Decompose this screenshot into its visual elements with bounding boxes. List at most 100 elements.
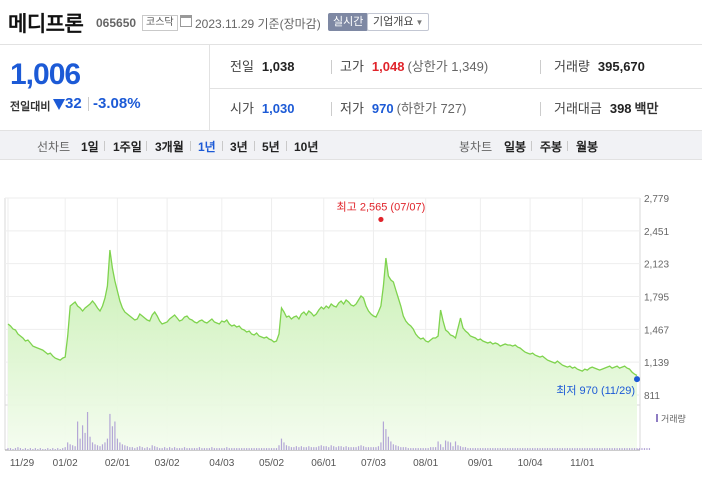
volume-bar [489,448,491,450]
price-area-fill [8,250,637,450]
volume-bar [330,445,332,450]
volume-bar [223,448,225,450]
volume-bar [268,448,270,450]
down-triangle-icon [53,99,65,110]
volume-bar [318,446,320,450]
volume-bar [121,444,123,450]
as-of-date: 2023.11.29 기준(장마감) [195,17,321,31]
volume-bar [19,448,22,450]
volume-bar [352,447,355,450]
volume-bar [89,436,91,450]
volume-bar [315,447,317,450]
volume-bar [67,442,69,450]
realtime-button[interactable]: 실시간 [328,13,369,31]
volume-bar [32,449,34,450]
volume-bar [104,442,106,450]
volume-bar [270,448,273,450]
volume-bar [343,447,345,450]
volume-bar [81,425,84,450]
volume-bar [616,448,618,450]
volume-bar [507,448,509,450]
volume-bar [636,448,638,450]
volume-bar [464,447,467,450]
volume-bar [283,442,285,450]
volume-bar [154,446,156,450]
low-value: 970 [371,101,394,116]
volume-bar [42,449,44,450]
volume-bar [382,421,385,450]
y-tick-label: 2,451 [644,227,669,238]
candle-monthly[interactable]: 월봉 [576,140,599,154]
candle-chart-title: 봉차트 [459,140,493,154]
markers: 최고 2,565 (07/07) 최저 970 (11/29) [337,200,640,397]
volume-bar [134,448,136,450]
volume-bar [387,436,389,450]
volume-bar [646,448,648,450]
period-3m[interactable]: 3개월 [155,140,184,154]
x-axis: 11/29 01/02 02/01 03/02 04/03 05/02 06/01 07/03… [10,458,595,469]
volume-bar [131,447,133,450]
x-tick-label: 05/02 [259,458,284,469]
chevron-down-icon: ▼ [415,18,424,27]
volume-bar [196,448,198,450]
volume-bar [407,448,409,450]
volume-bar [236,448,238,450]
volume-bar [601,448,603,450]
low-price: 저가 970 (하한가 727) [340,99,466,119]
period-1w[interactable]: 1주일 [113,140,142,154]
volume-bar [467,448,469,450]
volume-bar [596,448,598,450]
open-price: 시가 1,030 [230,99,294,119]
volume-bar [323,446,325,450]
x-tick-label: 07/03 [361,458,386,469]
company-info-label: 기업개요 [373,16,414,28]
volume-bar [554,448,556,450]
volume-bar [44,449,46,450]
volume-bar [238,448,240,450]
company-info-dropdown[interactable]: 기업개요 ▼ [367,13,430,31]
amount-unit: 백만 [634,101,659,116]
period-1d[interactable]: 1일 [81,140,99,154]
volume-bar [96,445,99,450]
candle-daily[interactable]: 일봉 [504,140,527,154]
volume-bar [477,448,479,450]
divider [331,60,332,74]
period-1y[interactable]: 1년 [198,140,216,154]
period-5y[interactable]: 5년 [262,140,280,154]
x-tick-label: 10/04 [518,458,543,469]
open-value: 1,030 [261,101,295,116]
volume-bar [566,448,568,450]
volume-bar [166,448,168,450]
period-10y[interactable]: 10년 [294,140,319,154]
volume-bar [136,447,138,450]
volume-bar [430,447,432,450]
volume-bar [546,448,549,450]
volume-bar [57,448,59,450]
volume-bar [534,448,536,450]
volume-bar [447,441,449,450]
volume-bar [241,448,243,450]
volume-bar [648,448,651,450]
volume-bar [12,449,14,450]
volume-bar [591,448,593,450]
volume-bar [442,447,444,450]
volume-bar [586,448,588,450]
volume-bar [345,446,347,450]
volume-label: 거래량 [554,59,590,74]
volume-bar [310,447,312,450]
volume-bar [641,448,643,450]
price-summary: 1,006 전일대비 32 -3.08% 전일 1,038 고가 1,048 (상한가… [0,44,702,131]
volume-bar [275,448,278,450]
volume-bar [427,448,429,450]
volume-bar [628,448,631,450]
volume-bar [273,448,275,450]
high-price: 고가 1,048 (상한가 1,349) [340,57,488,77]
volume-bar [350,447,352,450]
volume-bar [251,448,253,450]
x-tick-label: 01/02 [53,458,78,469]
volume-bar [74,446,76,450]
volume-bar [618,448,621,450]
candle-weekly[interactable]: 주봉 [540,140,563,154]
market-badge: 코스닥 [142,15,178,31]
period-3y[interactable]: 3년 [230,140,248,154]
